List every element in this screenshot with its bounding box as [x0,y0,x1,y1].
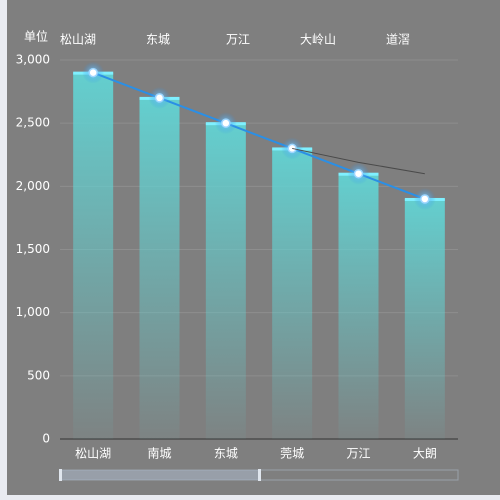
y-tick-label: 0 [42,432,50,446]
point [154,93,165,103]
y-tick-label: 3,000 [16,53,50,67]
zoom-handle[interactable] [59,469,62,481]
top-axis-label: 大岭山 [300,33,336,47]
y-tick-label: 2,000 [16,179,50,193]
bar [73,72,114,439]
bar [272,148,313,439]
bar [338,173,379,439]
top-axis-label: 道滘 [386,33,410,47]
point [353,168,364,179]
point [420,194,430,204]
bar [404,198,445,439]
point [88,67,98,78]
x-tick-label: 松山湖 [75,446,111,461]
zoom-selection[interactable] [60,470,260,480]
y-axis-label: 单位 [24,29,48,44]
y-tick-label: 1,000 [16,305,50,319]
bar [205,123,246,440]
y-tick-label: 2,500 [16,116,50,130]
x-tick-label: 大朗 [413,447,437,461]
top-axis-label: 东城 [146,33,170,47]
x-tick-label: 南城 [147,446,171,461]
top-axis-label: 万江 [226,33,250,47]
line [92,71,426,200]
x-tick-label: 莞城 [280,447,304,461]
bar [139,97,180,440]
zoom-handle[interactable] [258,469,261,481]
x-tick-label: 东城 [214,447,238,461]
line [292,147,425,175]
top-axis-label: 松山湖 [60,32,96,47]
x-tick-label: 万江 [346,447,370,461]
point [221,118,231,128]
y-tick-label: 1,500 [16,242,50,256]
y-tick-label: 500 [27,368,50,382]
